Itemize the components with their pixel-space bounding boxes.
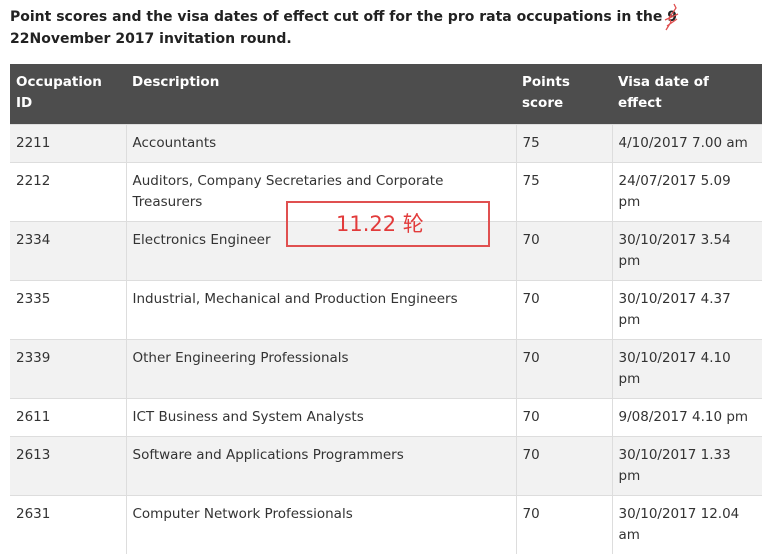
visa-date-cell: 30/10/2017 3.54 pm — [612, 222, 762, 281]
visa-date-cell: 30/10/2017 12.04 am — [612, 496, 762, 554]
points-cell: 70 — [516, 399, 612, 437]
table-row: 2335 Industrial, Mechanical and Producti… — [10, 281, 762, 340]
description-cell: Other Engineering Professionals — [126, 340, 516, 399]
occupation-id-cell: 2334 — [10, 222, 126, 281]
table-row: 2339 Other Engineering Professionals 70 … — [10, 340, 762, 399]
description-cell: Computer Network Professionals — [126, 496, 516, 554]
occupation-id-cell: 2611 — [10, 399, 126, 437]
visa-date-cell: 30/10/2017 4.37 pm — [612, 281, 762, 340]
description-cell: Software and Applications Programmers — [126, 437, 516, 496]
header-points-score: Points score — [516, 64, 612, 125]
points-cell: 75 — [516, 163, 612, 222]
points-cell: 70 — [516, 340, 612, 399]
visa-date-cell: 30/10/2017 1.33 pm — [612, 437, 762, 496]
occupation-id-cell: 2339 — [10, 340, 126, 399]
occupation-id-cell: 2613 — [10, 437, 126, 496]
struck-digit: 9 — [667, 6, 677, 28]
table-row: 2211 Accountants 75 4/10/2017 7.00 am — [10, 125, 762, 163]
table-header-row: Occupation ID Description Points score V… — [10, 64, 762, 125]
visa-date-cell: 4/10/2017 7.00 am — [612, 125, 762, 163]
header-visa-date: Visa date of effect — [612, 64, 762, 125]
points-cell: 70 — [516, 496, 612, 554]
visa-date-cell: 24/07/2017 5.09 pm — [612, 163, 762, 222]
occupation-table: Occupation ID Description Points score V… — [10, 64, 762, 554]
heading-text-end: 22November 2017 invitation round. — [10, 31, 292, 47]
description-cell: Accountants — [126, 125, 516, 163]
red-annotation-box: 11.22 轮 — [286, 201, 490, 247]
table-row: 2613 Software and Applications Programme… — [10, 437, 762, 496]
points-cell: 70 — [516, 281, 612, 340]
header-occupation-id: Occupation ID — [10, 64, 126, 125]
visa-date-cell: 30/10/2017 4.10 pm — [612, 340, 762, 399]
description-cell: Industrial, Mechanical and Production En… — [126, 281, 516, 340]
occupation-id-cell: 2211 — [10, 125, 126, 163]
points-cell: 75 — [516, 125, 612, 163]
points-cell: 70 — [516, 222, 612, 281]
points-cell: 70 — [516, 437, 612, 496]
table-row: 2611 ICT Business and System Analysts 70… — [10, 399, 762, 437]
table-row: 2631 Computer Network Professionals 70 3… — [10, 496, 762, 554]
occupation-id-cell: 2335 — [10, 281, 126, 340]
description-cell: ICT Business and System Analysts — [126, 399, 516, 437]
header-description: Description — [126, 64, 516, 125]
page-heading: Point scores and the visa dates of effec… — [10, 6, 750, 50]
occupation-id-cell: 2631 — [10, 496, 126, 554]
occupation-id-cell: 2212 — [10, 163, 126, 222]
visa-date-cell: 9/08/2017 4.10 pm — [612, 399, 762, 437]
handwritten-strike-icon — [662, 0, 682, 34]
heading-text-start: Point scores and the visa dates of effec… — [10, 9, 667, 25]
